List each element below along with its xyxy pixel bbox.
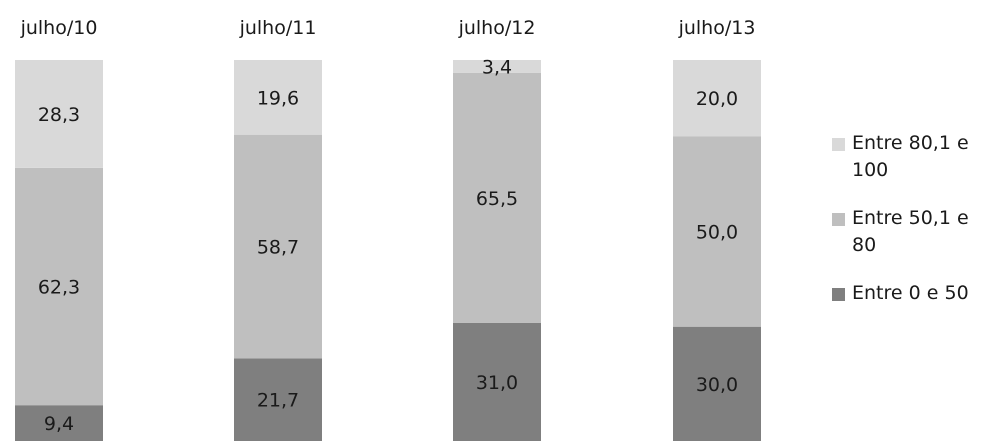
data-label-julho-12-entre-0-e-50: 31,0 [476,372,518,394]
bar-segment-julho-13-entre-50-1-e-80 [673,136,761,327]
data-label-julho-13-entre-0-e-50: 30,0 [696,374,738,396]
legend-swatch-0-50 [832,288,845,301]
bar-segment-julho-12-entre-80-1-e-100 [453,60,541,73]
legend-label-0-50: Entre 0 e 50 [852,282,969,304]
data-label-julho-10-entre-80-1-e-100: 28,3 [38,104,80,126]
data-label-julho-11-entre-50-1-e-80: 58,7 [257,236,299,258]
legend-label-80-100: Entre 80,1 e 100 [852,132,969,181]
data-label-julho-11-entre-0-e-50: 21,7 [257,390,299,412]
data-label-julho-10-entre-0-e-50: 9,4 [44,413,74,435]
bar-segment-julho-13-entre-0-e-50 [673,326,761,441]
chart-legend: Entre 80,1 e 100 Entre 50,1 e 80 Entre 0… [832,130,989,328]
bar-segment-julho-10-entre-50-1-e-80 [15,167,103,406]
legend-swatch-50-80 [832,213,845,226]
bar-segment-julho-12-entre-50-1-e-80 [453,72,541,323]
data-label-julho-13-entre-50-1-e-80: 50,0 [696,221,738,243]
data-label-julho-13-entre-80-1-e-100: 20,0 [696,88,738,110]
legend-item-50-80: Entre 50,1 e 80 [832,205,989,259]
category-label-julho-10: julho/10 [20,17,98,39]
category-label-julho-11: julho/11 [239,17,317,39]
legend-label-50-80: Entre 50,1 e 80 [852,207,969,256]
category-label-julho-13: julho/13 [678,17,756,39]
data-label-julho-10-entre-50-1-e-80: 62,3 [38,277,80,299]
legend-item-0-50: Entre 0 e 50 [832,280,989,307]
bar-segment-julho-12-entre-0-e-50 [453,322,541,441]
bar-segment-julho-10-entre-0-e-50 [15,405,103,441]
bar-segment-julho-13-entre-80-1-e-100 [673,60,761,137]
bar-segment-julho-11-entre-80-1-e-100 [234,60,322,135]
category-label-julho-12: julho/12 [458,17,536,39]
data-label-julho-11-entre-80-1-e-100: 19,6 [257,87,299,109]
bar-segment-julho-11-entre-0-e-50 [234,358,322,441]
legend-item-80-100: Entre 80,1 e 100 [832,130,989,184]
data-label-julho-12-entre-50-1-e-80: 65,5 [476,188,518,210]
data-label-julho-12-entre-80-1-e-100: 3,4 [482,56,512,78]
legend-swatch-80-100 [832,138,845,151]
bar-segment-julho-11-entre-50-1-e-80 [234,134,322,359]
bar-segment-julho-10-entre-80-1-e-100 [15,60,103,168]
